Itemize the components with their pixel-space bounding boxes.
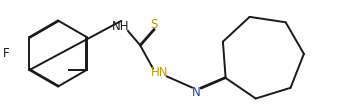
Text: NH: NH — [112, 21, 130, 33]
Text: F: F — [3, 47, 9, 60]
Text: HN: HN — [151, 66, 169, 79]
Text: S: S — [150, 19, 158, 31]
Text: N: N — [192, 86, 200, 99]
